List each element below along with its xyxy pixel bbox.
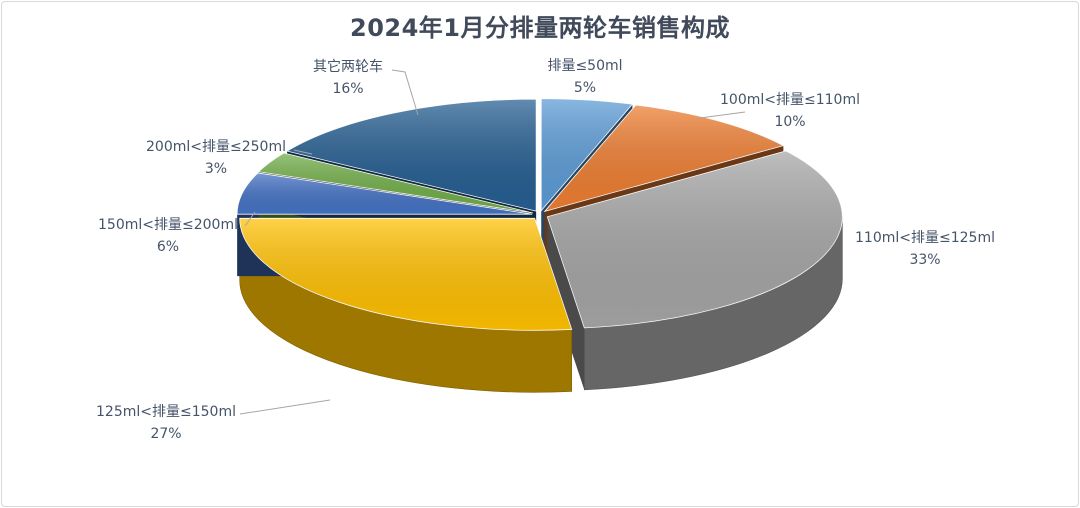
pie-wall-3-1 <box>547 216 585 390</box>
leader-line-6 <box>293 149 313 155</box>
slice-label-3: 110ml<排量≤125ml <box>855 230 995 246</box>
slice-value-3: 33% <box>909 252 940 268</box>
pie-slice-shade-3 <box>547 150 843 328</box>
slice-value-2: 10% <box>774 114 805 130</box>
pie-slice-shade-6 <box>258 152 533 214</box>
slice-label-5: 150ml<排量≤200ml <box>98 217 238 233</box>
leader-line-7 <box>391 69 419 116</box>
slice-label-6: 200ml<排量≤250ml <box>146 139 286 155</box>
slice-label-1: 排量≤50ml <box>547 58 622 74</box>
slice-label-7: 其它两轮车 <box>313 58 383 75</box>
slice-value-7: 16% <box>332 81 363 97</box>
pie-slice-shade-2 <box>544 104 784 212</box>
slice-value-5: 6% <box>157 239 179 255</box>
slice-value-6: 3% <box>205 161 227 177</box>
leader-line-5 <box>244 211 256 227</box>
pie-slice-shade-4 <box>239 218 572 331</box>
slice-label-4: 125ml<排量≤150ml <box>96 404 236 420</box>
chart-title: 2024年1月分排量两轮车销售构成 <box>350 14 730 42</box>
slice-label-2: 100ml<排量≤110ml <box>720 92 860 108</box>
leader-line-4 <box>239 399 331 415</box>
pie-slice-shade-1 <box>541 98 633 211</box>
slice-value-4: 27% <box>150 426 181 442</box>
slice-value-1: 5% <box>574 80 596 96</box>
pie-slice-shade-5 <box>237 172 533 215</box>
pie-slice-shade-7 <box>287 99 537 212</box>
leader-line-2 <box>699 111 746 119</box>
